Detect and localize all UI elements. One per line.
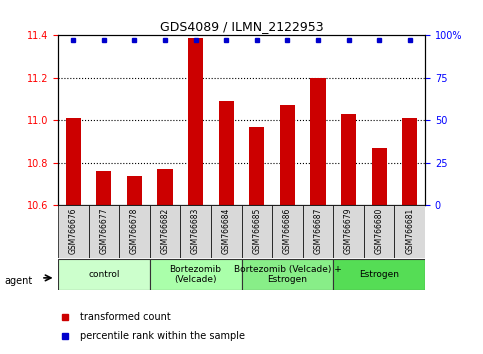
FancyBboxPatch shape: [303, 205, 333, 258]
Text: GSM766676: GSM766676: [69, 208, 78, 255]
FancyBboxPatch shape: [211, 205, 242, 258]
Bar: [371, 148, 387, 205]
Text: GSM766680: GSM766680: [375, 208, 384, 255]
FancyBboxPatch shape: [333, 259, 425, 290]
FancyBboxPatch shape: [242, 259, 333, 290]
Text: percentile rank within the sample: percentile rank within the sample: [80, 331, 245, 341]
Text: GSM766678: GSM766678: [130, 208, 139, 255]
Title: GDS4089 / ILMN_2122953: GDS4089 / ILMN_2122953: [160, 20, 323, 33]
Bar: [157, 169, 173, 205]
FancyBboxPatch shape: [88, 205, 119, 258]
Text: GSM766683: GSM766683: [191, 208, 200, 255]
FancyBboxPatch shape: [180, 205, 211, 258]
Bar: [188, 38, 203, 205]
FancyBboxPatch shape: [272, 205, 303, 258]
Bar: [96, 171, 112, 205]
Bar: [311, 78, 326, 205]
Bar: [66, 118, 81, 205]
Text: GSM766684: GSM766684: [222, 208, 231, 255]
FancyBboxPatch shape: [150, 205, 180, 258]
Text: GSM766686: GSM766686: [283, 208, 292, 255]
FancyBboxPatch shape: [150, 259, 242, 290]
FancyBboxPatch shape: [119, 205, 150, 258]
Text: Bortezomib
(Velcade): Bortezomib (Velcade): [170, 265, 222, 284]
Text: transformed count: transformed count: [80, 312, 170, 322]
Text: control: control: [88, 270, 120, 279]
FancyBboxPatch shape: [333, 205, 364, 258]
FancyBboxPatch shape: [364, 205, 395, 258]
Text: GSM766685: GSM766685: [252, 208, 261, 255]
Bar: [219, 101, 234, 205]
Text: GSM766682: GSM766682: [160, 208, 170, 254]
FancyBboxPatch shape: [395, 205, 425, 258]
Bar: [127, 176, 142, 205]
Bar: [249, 127, 265, 205]
Text: GSM766681: GSM766681: [405, 208, 414, 254]
Text: Bortezomib (Velcade) +
Estrogen: Bortezomib (Velcade) + Estrogen: [233, 265, 341, 284]
Text: agent: agent: [5, 276, 33, 286]
FancyBboxPatch shape: [58, 259, 150, 290]
Bar: [280, 105, 295, 205]
FancyBboxPatch shape: [58, 205, 88, 258]
FancyBboxPatch shape: [242, 205, 272, 258]
Text: GSM766687: GSM766687: [313, 208, 323, 255]
Text: Estrogen: Estrogen: [359, 270, 399, 279]
Bar: [341, 114, 356, 205]
Bar: [402, 118, 417, 205]
Text: GSM766677: GSM766677: [99, 208, 108, 255]
Text: GSM766679: GSM766679: [344, 208, 353, 255]
